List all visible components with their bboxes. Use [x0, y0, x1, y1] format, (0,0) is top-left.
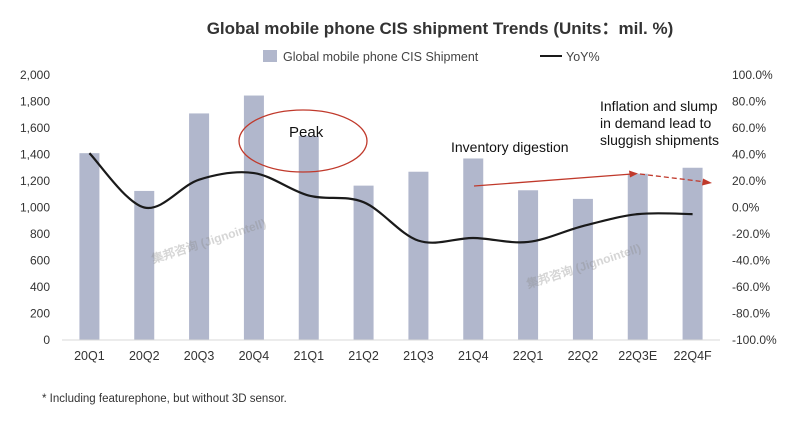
x-tick-label: 20Q2 — [129, 349, 160, 363]
right-tick-label: 60.0% — [732, 121, 766, 135]
bar-21Q3 — [408, 171, 429, 340]
left-tick-label: 0 — [43, 333, 50, 347]
peak-ellipse — [238, 109, 368, 173]
bar-22Q2 — [572, 198, 593, 340]
left-axis: 0 200 400 600 800 1,000 1,200 1,400 1,600 1,800 2,… — [20, 68, 50, 347]
right-tick-label: -100.0% — [732, 333, 777, 347]
bar-21Q4 — [463, 158, 484, 340]
footnote: * Including featurephone, but without 3D… — [42, 393, 287, 405]
x-tick-label: 21Q3 — [403, 349, 434, 363]
peak-label: Peak — [289, 124, 324, 141]
right-tick-label: 80.0% — [732, 95, 766, 109]
trend-arrow-solid — [473, 173, 633, 187]
bar-22Q1 — [518, 190, 539, 340]
x-tick-label: 20Q1 — [74, 349, 105, 363]
legend-line-label: YoY% — [566, 50, 600, 64]
left-tick-label: 600 — [30, 254, 50, 268]
bar-21Q2 — [353, 185, 374, 340]
x-tick-label: 21Q2 — [348, 349, 379, 363]
right-tick-label: 20.0% — [732, 174, 766, 188]
inflation-line-1: Inflation and slump — [600, 98, 718, 114]
x-tick-label: 21Q1 — [293, 349, 324, 363]
left-tick-label: 1,200 — [20, 174, 50, 188]
right-tick-label: -60.0% — [732, 280, 770, 294]
right-tick-label: 100.0% — [732, 68, 773, 82]
x-tick-label: 22Q2 — [568, 349, 599, 363]
yoy-line — [88, 152, 693, 244]
x-tick-label: 22Q1 — [513, 349, 544, 363]
bar-22Q4F — [682, 167, 703, 340]
bar-20Q4 — [243, 95, 264, 340]
x-tick-label: 21Q4 — [458, 349, 489, 363]
bar-20Q1 — [79, 153, 100, 340]
x-tick-label: 22Q3E — [618, 349, 657, 363]
legend-bar-swatch — [263, 50, 277, 62]
legend: Global mobile phone CIS Shipment YoY% — [263, 50, 600, 64]
right-tick-label: 40.0% — [732, 148, 766, 162]
left-tick-label: 1,000 — [20, 201, 50, 215]
bar-21Q1 — [298, 135, 319, 340]
x-tick-label: 20Q4 — [239, 349, 270, 363]
left-tick-label: 2,000 — [20, 68, 50, 82]
left-tick-label: 400 — [30, 280, 50, 294]
x-axis-labels: 20Q1 20Q2 20Q3 20Q4 21Q1 21Q2 21Q3 21Q4 22Q1 22Q2… — [74, 349, 712, 363]
left-tick-label: 1,600 — [20, 121, 50, 135]
bar-series — [79, 95, 703, 340]
bar-20Q3 — [189, 113, 210, 340]
bar-20Q2 — [134, 190, 155, 340]
left-tick-label: 1,400 — [20, 148, 50, 162]
right-tick-label: 0.0% — [732, 201, 760, 215]
right-tick-label: -20.0% — [732, 227, 770, 241]
left-tick-label: 800 — [30, 227, 50, 241]
trend-arrow-dashed-head — [702, 178, 712, 186]
x-tick-label: 22Q4F — [673, 349, 712, 363]
annotations: Peak Inventory digestion Inflation and s… — [238, 98, 719, 187]
legend-bar-label: Global mobile phone CIS Shipment — [283, 50, 479, 64]
chart-title: Global mobile phone CIS shipment Trends … — [207, 19, 674, 38]
left-tick-label: 200 — [30, 307, 50, 321]
inventory-label: Inventory digestion — [451, 139, 569, 155]
trend-arrow-dashed — [639, 173, 707, 183]
right-tick-label: -80.0% — [732, 307, 770, 321]
left-tick-label: 1,800 — [20, 95, 50, 109]
right-axis: -100.0% -80.0% -60.0% -40.0% -20.0% 0.0% 20.0%… — [732, 68, 777, 347]
x-tick-label: 20Q3 — [184, 349, 215, 363]
trend-arrow-solid-head — [629, 170, 638, 178]
inflation-line-2: in demand lead to — [600, 115, 712, 131]
right-tick-label: -40.0% — [732, 254, 770, 268]
inflation-line-3: sluggish shipments — [600, 132, 719, 148]
